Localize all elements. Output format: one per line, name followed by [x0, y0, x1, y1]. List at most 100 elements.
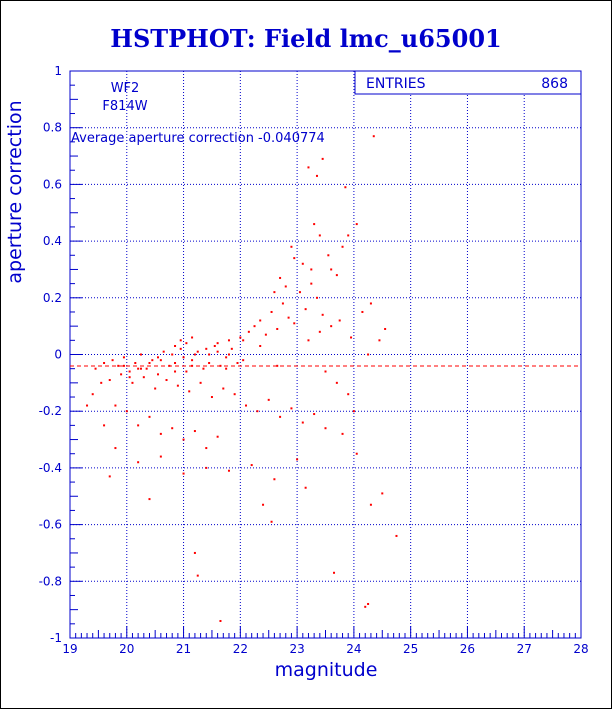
camera-label: WF2 — [111, 81, 140, 96]
x-tick-label: 28 — [573, 642, 588, 656]
scatter-point — [318, 330, 321, 333]
scatter-point — [108, 475, 111, 478]
scatter-point — [330, 268, 333, 271]
scatter-point — [256, 410, 259, 413]
scatter-point — [372, 135, 375, 138]
scatter-point — [381, 492, 384, 495]
x-tick-label: 27 — [517, 642, 532, 656]
x-tick-label: 25 — [403, 642, 418, 656]
scatter-point — [103, 362, 106, 365]
scatter-point — [259, 344, 262, 347]
y-tick-label: 0.2 — [43, 291, 62, 305]
scatter-point — [188, 390, 191, 393]
scatter-point — [108, 379, 111, 382]
y-tick-label: 1 — [54, 64, 62, 78]
scatter-point — [196, 574, 199, 577]
scatter-point — [122, 364, 125, 367]
scatter-point — [205, 466, 208, 469]
scatter-point — [324, 427, 327, 430]
scatter-point — [225, 367, 228, 370]
scatter-point — [287, 316, 290, 319]
scatter-point — [304, 486, 307, 489]
scatter-point — [148, 362, 151, 365]
scatter-point — [191, 336, 194, 339]
y-tick-label: 0.4 — [43, 234, 62, 248]
x-tick-label: 26 — [460, 642, 475, 656]
scatter-point — [128, 370, 131, 373]
scatter-point — [321, 313, 324, 316]
scatter-point — [355, 452, 358, 455]
scatter-point — [131, 381, 134, 384]
x-tick-label: 21 — [176, 642, 191, 656]
y-tick-label: -0.2 — [39, 404, 62, 418]
scatter-point — [301, 421, 304, 424]
scatter-point — [296, 458, 299, 461]
chart-title: HSTPHOT: Field lmc_u65001 — [110, 24, 501, 53]
stats-entries-value: 868 — [541, 76, 568, 92]
scatter-point — [137, 367, 140, 370]
scatter-point — [151, 359, 154, 362]
scatter-point — [364, 605, 367, 608]
scatter-point — [279, 276, 282, 279]
scatter-point — [213, 344, 216, 347]
x-tick-label: 23 — [289, 642, 304, 656]
scatter-point — [298, 291, 301, 294]
scatter-point — [176, 384, 179, 387]
scatter-point — [315, 296, 318, 299]
x-tick-label: 24 — [346, 642, 361, 656]
scatter-point — [233, 393, 236, 396]
scatter-point — [94, 367, 97, 370]
scatter-point — [290, 245, 293, 248]
scatter-point — [174, 344, 177, 347]
scatter-point — [318, 234, 321, 237]
scatter-point — [111, 359, 114, 362]
scatter-point — [230, 347, 233, 350]
scatter-point — [236, 362, 239, 365]
scatter-point — [196, 350, 199, 353]
y-tick-label: -0.8 — [39, 574, 62, 588]
scatter-point — [148, 498, 151, 501]
scatter-point — [114, 404, 117, 407]
scatter-point — [171, 353, 174, 356]
scatter-point — [157, 373, 160, 376]
scatter-point — [120, 373, 123, 376]
scatter-point — [335, 381, 338, 384]
scatter-point — [193, 353, 196, 356]
stats-box-frame — [354, 70, 582, 95]
scatter-point — [159, 359, 162, 362]
scatter-point — [225, 356, 228, 359]
scatter-point — [182, 356, 185, 359]
scatter-point — [216, 350, 219, 353]
scatter-point — [174, 362, 177, 365]
scatter-point — [273, 478, 276, 481]
scatter-point — [165, 379, 168, 382]
scatter-point — [267, 398, 270, 401]
stats-entries-label: ENTRIES — [366, 76, 426, 92]
scatter-point — [281, 302, 284, 305]
grid-lines — [70, 71, 581, 638]
scatter-point — [350, 336, 353, 339]
scatter-point — [310, 282, 313, 285]
scatter-point — [125, 410, 128, 413]
scatter-point — [367, 353, 370, 356]
scatter-point — [361, 310, 364, 313]
scatter-point — [100, 381, 103, 384]
x-axis-label: magnitude — [275, 659, 378, 681]
scatter-point — [253, 325, 256, 328]
scatter-point — [293, 322, 296, 325]
scatter-point — [341, 432, 344, 435]
scatter-point — [210, 396, 213, 399]
scatter-point — [250, 464, 253, 467]
scatter-point — [293, 257, 296, 260]
scatter-point — [313, 413, 316, 416]
scatter-point — [384, 327, 387, 330]
scatter-point — [91, 393, 94, 396]
average-annotation: Average aperture correction -0.040774 — [71, 131, 325, 146]
scatter-point — [395, 534, 398, 537]
scatter-point — [273, 291, 276, 294]
scatter-point — [355, 223, 358, 226]
scatter-point — [270, 310, 273, 313]
y-tick-label: -0.4 — [39, 461, 62, 475]
scatter-point — [347, 234, 350, 237]
